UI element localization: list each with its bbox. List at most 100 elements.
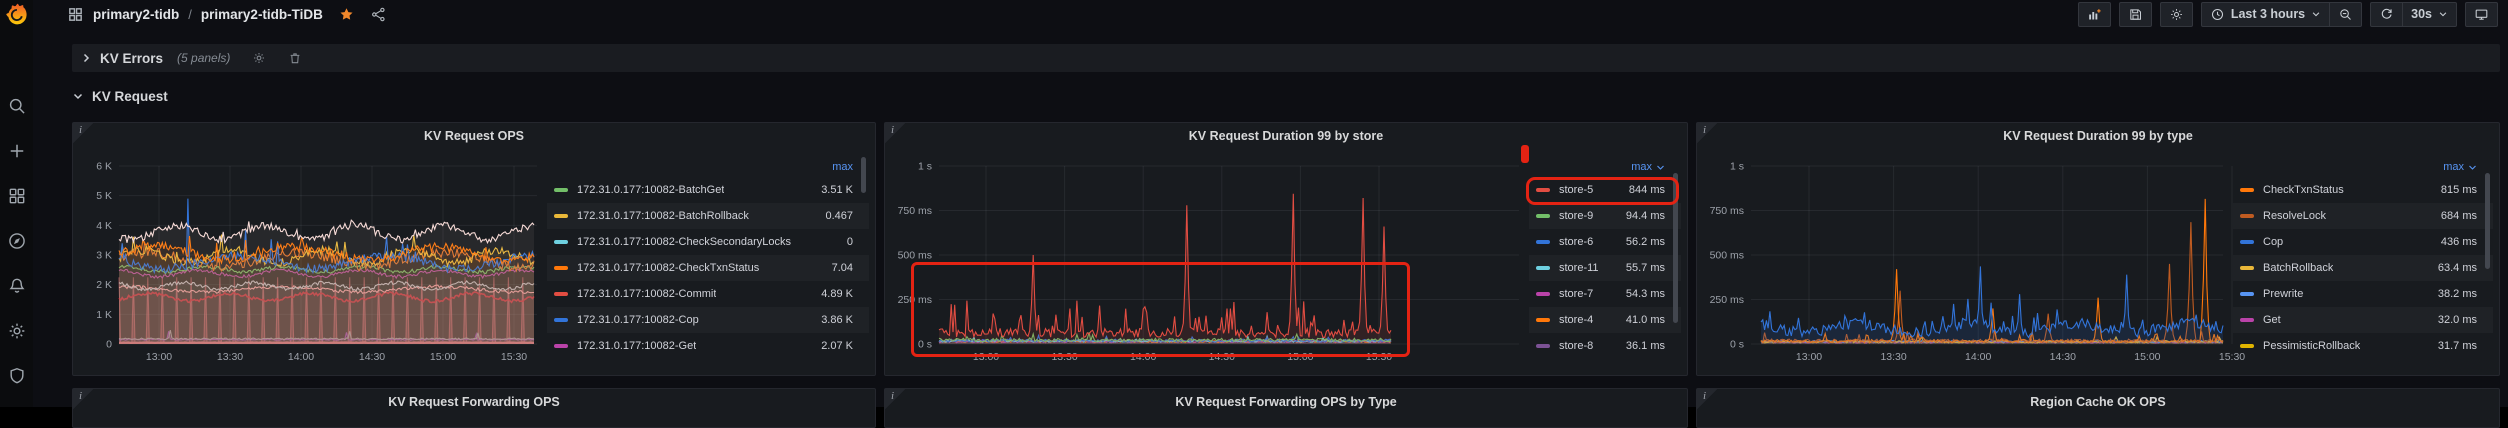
- series-color-swatch: [554, 240, 568, 244]
- legend-label: Cop: [2263, 236, 2284, 248]
- legend-item[interactable]: Get 32.0 ms: [2233, 307, 2493, 333]
- legend-sort-header-max[interactable]: max: [1529, 157, 1681, 177]
- panel-title[interactable]: KV Request Duration 99 by type: [2003, 129, 2193, 143]
- legend-item[interactable]: Cop 436 ms: [2233, 229, 2493, 255]
- chevron-right-icon: [80, 52, 92, 64]
- legend-item[interactable]: 172.31.0.177:10082-CheckTxnStatus 7.04: [547, 255, 869, 281]
- legend-scrollbar[interactable]: [2485, 173, 2490, 269]
- save-dashboard-button[interactable]: [2118, 1, 2152, 27]
- breadcrumb-page[interactable]: primary2-tidb-TiDB: [200, 6, 323, 22]
- panel-title[interactable]: Region Cache OK OPS: [2030, 395, 2166, 409]
- panel-region-cache-ok-ops: Region Cache OK OPS i: [1696, 388, 2500, 428]
- share-icon[interactable]: [370, 6, 387, 23]
- legend-sort-label: max: [2443, 161, 2464, 173]
- panel-title[interactable]: KV Request Duration 99 by store: [1188, 129, 1384, 143]
- configuration-gear-icon[interactable]: [7, 321, 27, 341]
- legend-item[interactable]: store-5 844 ms: [1529, 177, 1681, 203]
- series-silver: [118, 279, 535, 292]
- svg-text:15:00: 15:00: [2134, 351, 2160, 363]
- series-store-5: [938, 193, 1392, 339]
- dashboards-grid-icon[interactable]: [7, 186, 27, 206]
- panel-info-icon[interactable]: i: [885, 123, 907, 145]
- legend-item[interactable]: PessimisticRollback 31.7 ms: [2233, 333, 2493, 359]
- breadcrumb-separator: /: [188, 6, 192, 22]
- sidebar-menu: [0, 96, 33, 386]
- panel-info-icon[interactable]: i: [885, 389, 907, 411]
- legend-item[interactable]: 172.31.0.177:10082-BatchGet 3.51 K: [547, 177, 869, 203]
- create-plus-icon[interactable]: [7, 141, 27, 161]
- panel-info-icon[interactable]: i: [73, 389, 95, 411]
- svg-text:13:00: 13:00: [146, 351, 172, 363]
- legend-item[interactable]: 172.31.0.177:10082-CheckSecondaryLocks 0: [547, 229, 869, 255]
- dashboard-settings-button[interactable]: [2159, 1, 2193, 27]
- series-color-swatch: [2240, 188, 2254, 192]
- legend-item[interactable]: CheckTxnStatus 815 ms: [2233, 177, 2493, 203]
- legend-max-value: 55.7 ms: [1625, 262, 1665, 274]
- explore-compass-icon[interactable]: [7, 231, 27, 251]
- legend-item[interactable]: store-7 54.3 ms: [1529, 281, 1681, 307]
- chart-series: [938, 193, 1392, 344]
- refresh-button[interactable]: [2370, 1, 2404, 27]
- search-icon[interactable]: [7, 96, 27, 116]
- legend-item[interactable]: store-4 41.0 ms: [1529, 307, 1681, 333]
- time-range-button[interactable]: Last 3 hours: [2200, 1, 2331, 27]
- series-salmon-floor: [119, 341, 534, 345]
- cycle-view-monitor-button[interactable]: [2465, 1, 2498, 27]
- series-cream-top: [118, 219, 535, 245]
- legend-sort-header-max[interactable]: max: [547, 157, 869, 177]
- series-color-swatch: [2240, 344, 2254, 348]
- legend-item[interactable]: ResolveLock 684 ms: [2233, 203, 2493, 229]
- series-color-swatch: [1536, 344, 1550, 348]
- series-color-swatch: [554, 344, 568, 348]
- legend-sort-header-max[interactable]: max: [2233, 157, 2493, 177]
- panel-title[interactable]: KV Request Forwarding OPS by Type: [1175, 395, 1397, 409]
- panel-info-icon[interactable]: i: [1697, 389, 1719, 411]
- legend-item[interactable]: store-6 56.2 ms: [1529, 229, 1681, 255]
- row-kv-errors[interactable]: KV Errors (5 panels): [72, 44, 2500, 72]
- row-kv-request[interactable]: KV Request: [72, 84, 168, 108]
- legend-item[interactable]: Prewrite 38.2 ms: [2233, 281, 2493, 307]
- legend-max-value: 32.0 ms: [2437, 314, 2477, 326]
- row-title: KV Request: [92, 88, 168, 104]
- alerting-bell-icon[interactable]: [7, 276, 27, 296]
- time-controls: Last 3 hours: [2200, 1, 2363, 27]
- series-color-swatch: [554, 214, 568, 218]
- svg-text:750 ms: 750 ms: [1710, 205, 1744, 217]
- row-settings-gear-icon[interactable]: [252, 51, 266, 65]
- panel-header: KV Request Duration 99 by type: [1697, 123, 2499, 149]
- dashboards-grid-icon[interactable]: [67, 6, 84, 23]
- server-admin-shield-icon[interactable]: [7, 366, 27, 386]
- legend-item[interactable]: 172.31.0.177:10082-BatchRollback 0.467: [547, 203, 869, 229]
- legend-scrollbar[interactable]: [1673, 173, 1678, 323]
- row-delete-trash-icon[interactable]: [288, 51, 302, 65]
- zoom-out-button[interactable]: [2330, 1, 2363, 27]
- legend-scrollbar[interactable]: [861, 157, 866, 193]
- grafana-logo[interactable]: [3, 1, 30, 27]
- timeseries-chart[interactable]: 01 K2 K3 K4 K5 K6 K13:00 13:30 14:00 14:30 1…: [79, 149, 543, 373]
- svg-text:15:00: 15:00: [1287, 351, 1313, 363]
- svg-text:250 ms: 250 ms: [1710, 294, 1744, 306]
- series-color-swatch: [2240, 240, 2254, 244]
- legend-item[interactable]: 172.31.0.177:10082-Get 2.07 K: [547, 333, 869, 359]
- legend-item[interactable]: BatchRollback 63.4 ms: [2233, 255, 2493, 281]
- breadcrumb-dashboard[interactable]: primary2-tidb: [93, 6, 180, 22]
- panel-title[interactable]: KV Request Forwarding OPS: [388, 395, 560, 409]
- svg-text:500 ms: 500 ms: [898, 250, 932, 262]
- star-icon[interactable]: [338, 6, 355, 23]
- legend-item[interactable]: store-11 55.7 ms: [1529, 255, 1681, 281]
- svg-text:14:30: 14:30: [2050, 351, 2076, 363]
- legend-item[interactable]: store-8 36.1 ms: [1529, 333, 1681, 359]
- panel-info-icon[interactable]: i: [73, 123, 95, 145]
- series-dark-orange: [118, 240, 535, 273]
- panel-info-icon[interactable]: i: [1697, 123, 1719, 145]
- legend-item[interactable]: 172.31.0.177:10082-Commit 4.89 K: [547, 281, 869, 307]
- legend-item[interactable]: store-9 94.4 ms: [1529, 203, 1681, 229]
- legend-item[interactable]: 172.31.0.177:10082-Cop 3.86 K: [547, 307, 869, 333]
- panel-title[interactable]: KV Request OPS: [423, 129, 525, 143]
- add-panel-button[interactable]: [2077, 1, 2111, 27]
- refresh-interval-button[interactable]: 30s: [2403, 1, 2457, 27]
- legend-max-value: 94.4 ms: [1625, 210, 1665, 222]
- legend-max-value: 7.04: [831, 262, 853, 274]
